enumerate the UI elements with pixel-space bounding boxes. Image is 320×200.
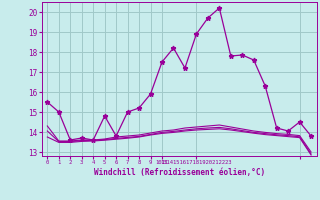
X-axis label: Windchill (Refroidissement éolien,°C): Windchill (Refroidissement éolien,°C) — [94, 168, 265, 177]
